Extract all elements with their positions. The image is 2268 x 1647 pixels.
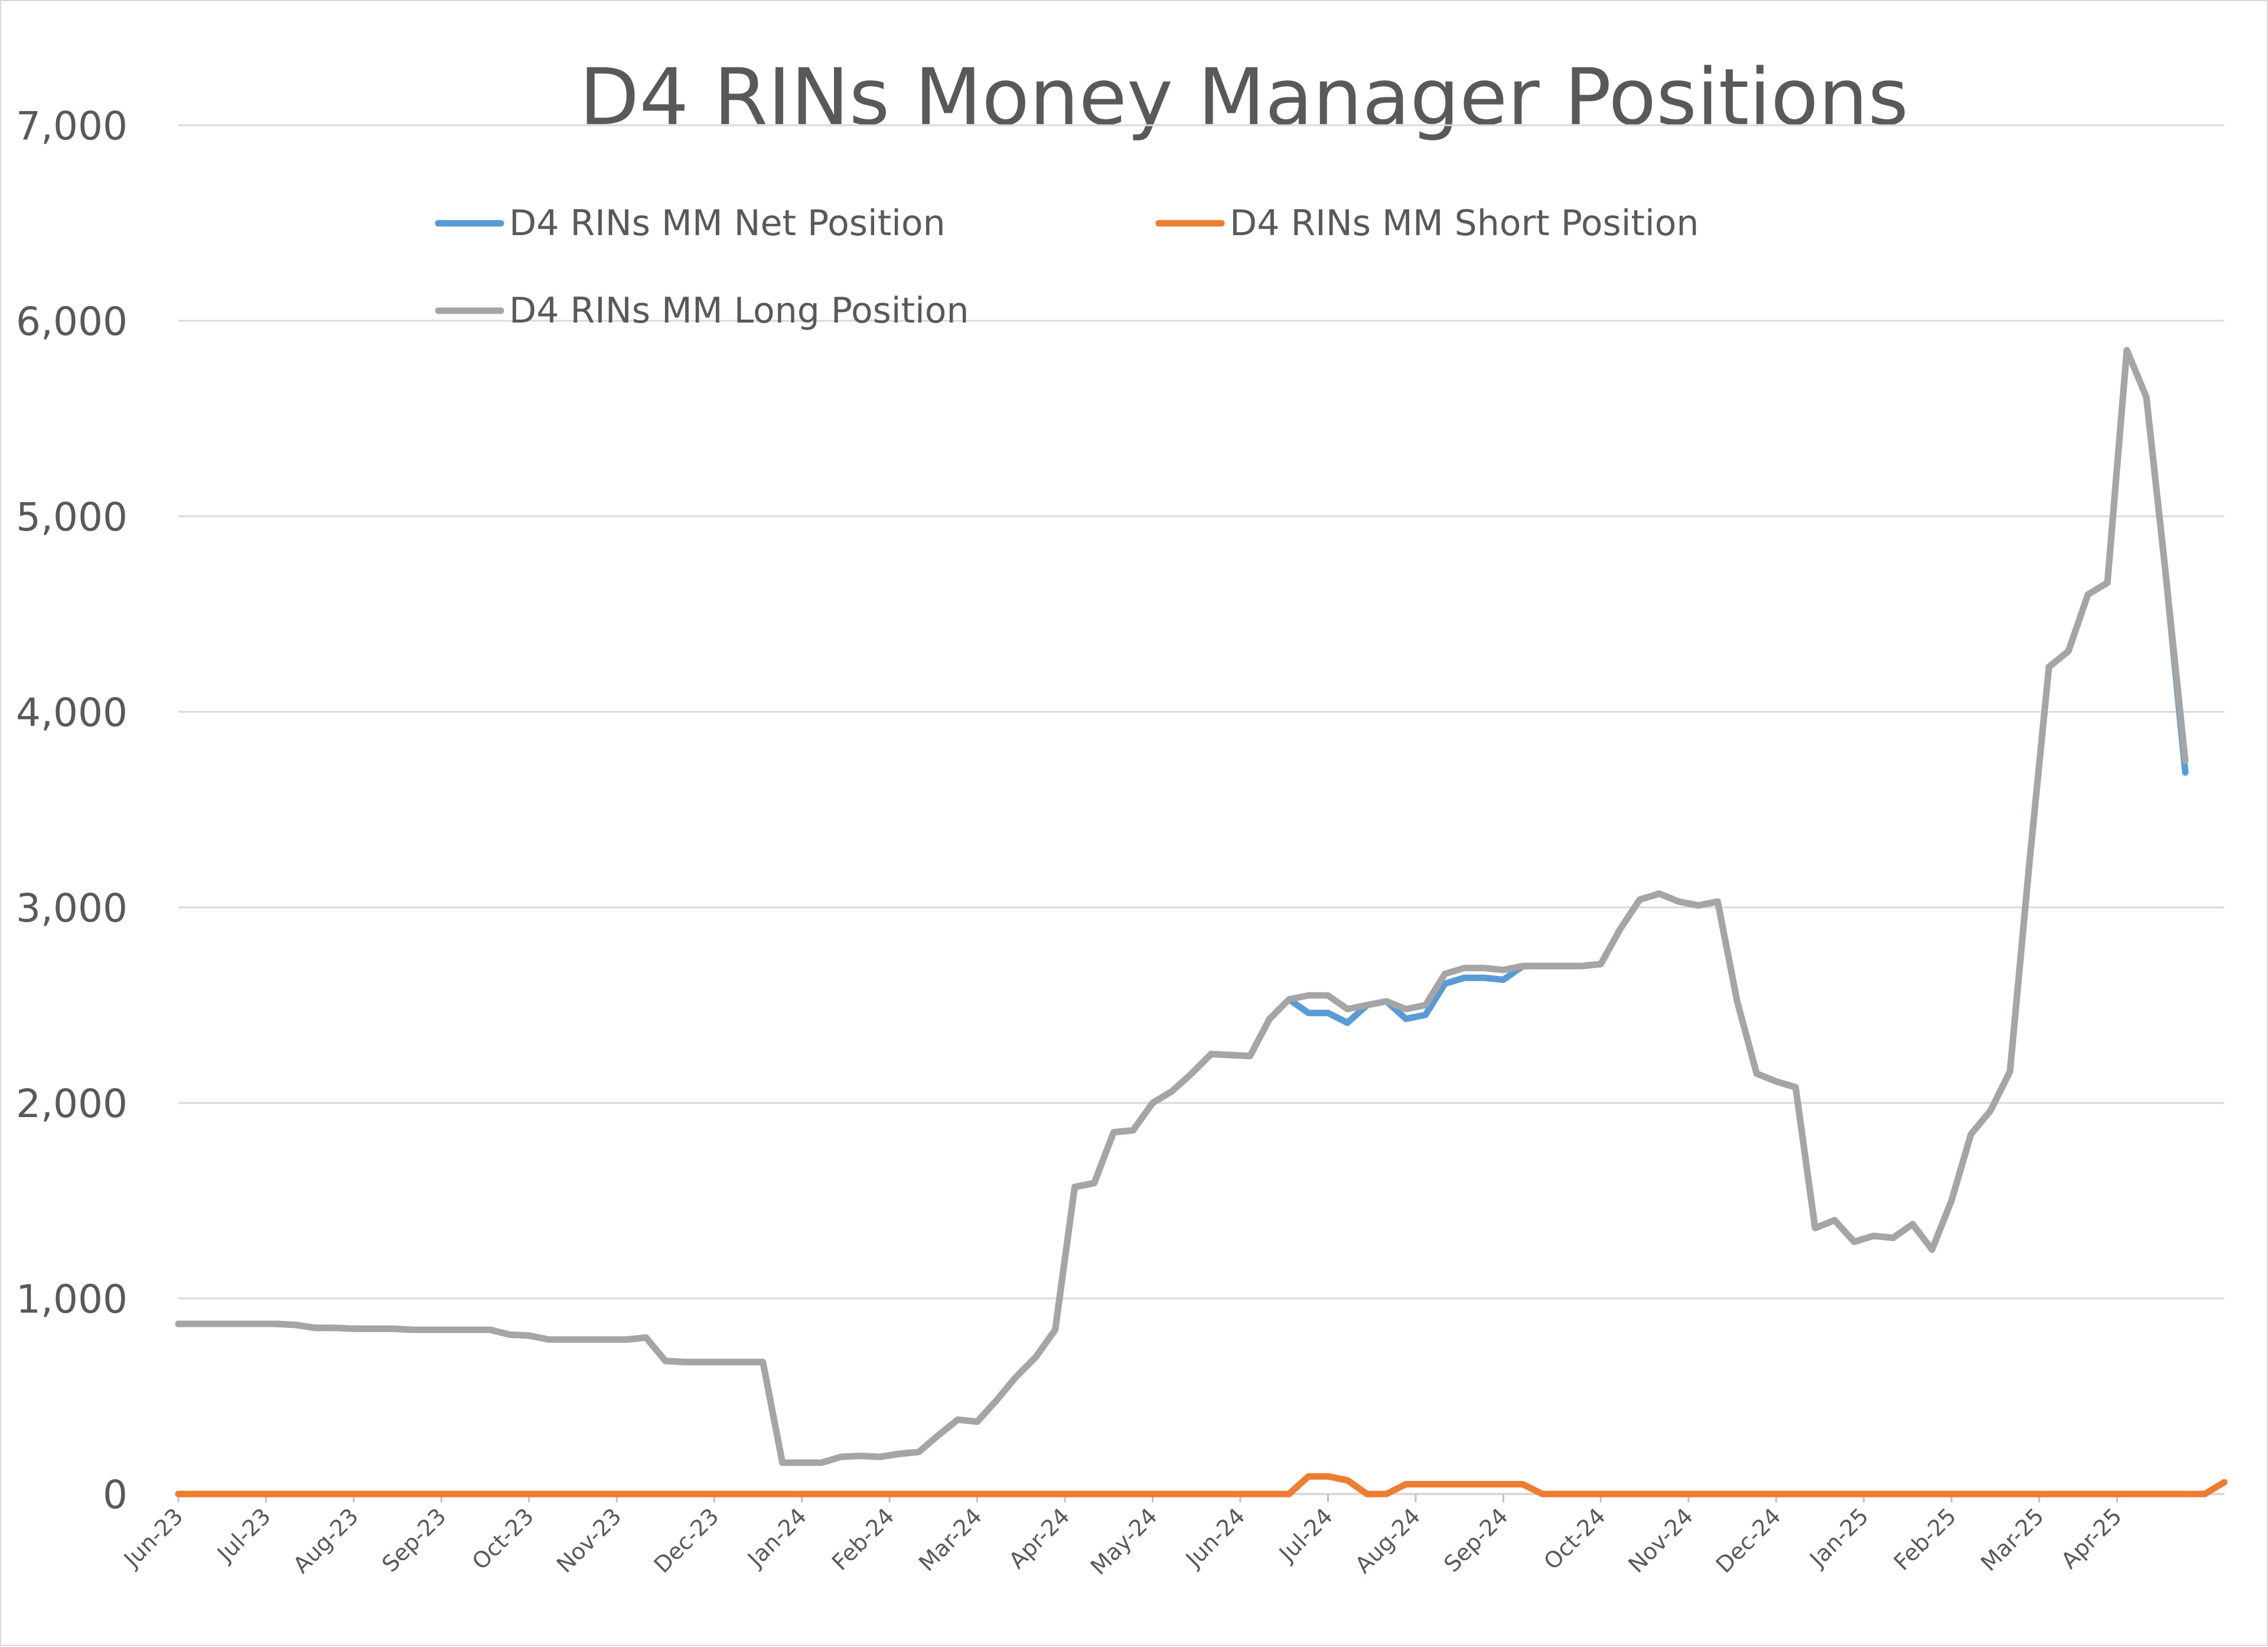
x-tick-label: Sep-23	[377, 1503, 451, 1577]
legend-label-short: D4 RINs MM Short Position	[1230, 203, 1699, 244]
series-line-short	[175, 1473, 2228, 1498]
x-axis-tick-labels: Jun-23 Jul-23 Aug-23 Sep-23 Oct-23 Nov-23 Dec-…	[118, 1494, 2127, 1580]
y-axis-tick-labels: 0 1,000 2,000 3,000 4,000 5,000 6,000 7,000	[16, 103, 128, 1518]
y-tick-label: 4,000	[16, 690, 128, 735]
legend-label-net: D4 RINs MM Net Position	[509, 203, 946, 244]
legend-item-net: D4 RINs MM Net Position	[435, 203, 946, 244]
legend: D4 RINs MM Net Position D4 RINs MM Short…	[435, 203, 1699, 331]
x-tick-label: Jul-24	[1273, 1503, 1338, 1567]
y-tick-label: 3,000	[16, 886, 128, 931]
x-tick-label: Apr-25	[2056, 1503, 2127, 1574]
x-tick-label: Nov-24	[1623, 1503, 1698, 1578]
x-tick-label: Aug-24	[1350, 1503, 1425, 1578]
x-tick-label: Feb-24	[827, 1503, 900, 1576]
x-tick-label: Mar-25	[1976, 1503, 2049, 1576]
x-tick-label: Dec-23	[649, 1503, 724, 1578]
chart-title: D4 RINs Money Manager Positions	[579, 52, 1909, 143]
y-tick-label: 5,000	[16, 494, 128, 540]
x-tick-label: Jun-24	[1180, 1503, 1250, 1573]
x-tick-label: Sep-24	[1439, 1503, 1513, 1577]
x-tick-label: Jul-23	[211, 1503, 276, 1567]
x-tick-label: Dec-24	[1711, 1503, 1786, 1578]
y-tick-label: 0	[103, 1472, 128, 1518]
legend-item-long: D4 RINs MM Long Position	[435, 290, 969, 331]
x-tick-label: Aug-23	[288, 1503, 363, 1578]
y-tick-label: 1,000	[16, 1277, 128, 1322]
y-tick-label: 6,000	[16, 299, 128, 344]
x-tick-label: May-24	[1086, 1503, 1162, 1580]
legend-label-long: D4 RINs MM Long Position	[509, 290, 969, 331]
series-lines	[175, 347, 2228, 1498]
x-tick-label: Jun-23	[118, 1503, 188, 1573]
x-tick-label: Jan-24	[742, 1503, 812, 1573]
legend-item-short: D4 RINs MM Short Position	[1155, 203, 1699, 244]
x-tick-label: Mar-24	[914, 1503, 987, 1576]
x-tick-label: Oct-23	[467, 1503, 539, 1574]
x-tick-label: Oct-24	[1539, 1503, 1610, 1574]
y-tick-label: 2,000	[16, 1081, 128, 1127]
series-line-long	[175, 347, 2189, 1466]
x-tick-label: Jan-25	[1804, 1503, 1873, 1573]
x-tick-label: Nov-23	[552, 1503, 627, 1578]
x-tick-label: Apr-24	[1004, 1503, 1075, 1574]
gridlines	[178, 124, 2224, 1495]
x-tick-label: Feb-25	[1889, 1503, 1961, 1576]
y-tick-label: 7,000	[16, 103, 128, 149]
